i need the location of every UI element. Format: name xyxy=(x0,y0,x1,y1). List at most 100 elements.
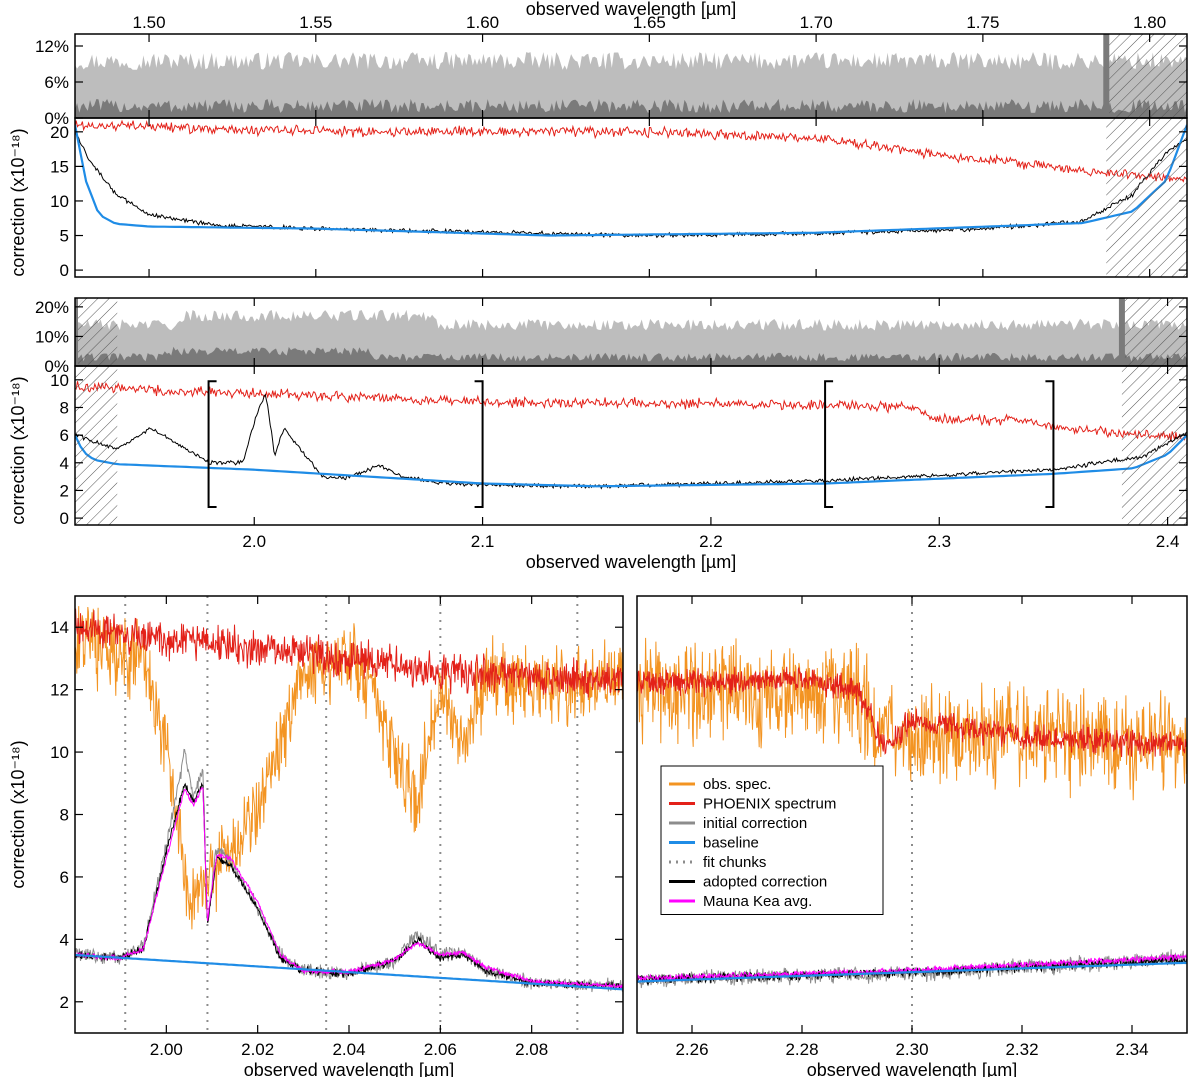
zoom-bracket-right xyxy=(474,380,484,509)
masked-region xyxy=(75,298,118,366)
y-tick-label: 2 xyxy=(60,481,69,500)
legend-label: baseline xyxy=(703,835,759,852)
zoom-bracket-right xyxy=(1045,380,1055,509)
series-phoenix-spectrum xyxy=(75,119,1187,183)
x-tick-label-top: 1.70 xyxy=(800,13,833,32)
x-tick-label: 2.0 xyxy=(242,532,266,551)
series-baseline xyxy=(637,961,1187,983)
series-adopted-correction xyxy=(75,393,1187,490)
y-tick-label: 0 xyxy=(60,261,69,280)
masked-region xyxy=(1106,34,1187,118)
x-tick-label-top: 1.80 xyxy=(1133,13,1166,32)
x-axis-title: observed wavelength [µm] xyxy=(807,1060,1017,1077)
y-tick-label: 6 xyxy=(60,426,69,445)
x-tick-label: 2.32 xyxy=(1005,1040,1038,1059)
masked-region xyxy=(1106,118,1187,277)
masked-region xyxy=(75,366,118,525)
series-obs-spec- xyxy=(75,606,623,930)
y-tick-label: 15 xyxy=(50,157,69,176)
x-tick-label: 2.4 xyxy=(1156,532,1180,551)
series-adopted-correction xyxy=(75,781,623,991)
y-tick-label: 6% xyxy=(44,73,69,92)
y-tick-label: 12 xyxy=(50,681,69,700)
H-correction-plot xyxy=(75,118,1187,277)
y-tick-label: 4 xyxy=(60,930,69,949)
K-zoom-left-plot xyxy=(75,596,623,1033)
y-tick-label: 12% xyxy=(35,37,69,56)
y-tick-label: 8 xyxy=(60,806,69,825)
series-initial-correction xyxy=(637,949,1187,989)
x-tick-label: 2.06 xyxy=(424,1040,457,1059)
masked-region xyxy=(1121,366,1187,525)
noise-residual-area xyxy=(75,98,1187,118)
mask-edge-bar xyxy=(75,298,78,366)
y-tick-label: 4 xyxy=(60,454,69,473)
legend-label: adopted correction xyxy=(703,874,827,891)
noise-residual-area xyxy=(75,346,1187,366)
series-phoenix-spectrum xyxy=(75,381,1187,442)
K-noise-plot xyxy=(75,298,1187,366)
x-tick-label: 2.28 xyxy=(785,1040,818,1059)
x-tick-label: 2.34 xyxy=(1115,1040,1148,1059)
series-initial-correction xyxy=(75,748,623,993)
top-axis-title: observed wavelength [µm] xyxy=(526,0,736,19)
x-tick-label: 2.00 xyxy=(150,1040,183,1059)
y-tick-label: 10% xyxy=(35,327,69,346)
y-tick-label: 2 xyxy=(60,993,69,1012)
x-tick-label: 2.2 xyxy=(699,532,723,551)
zoom-bracket-left xyxy=(824,380,834,509)
y-tick-label: 20% xyxy=(35,298,69,317)
x-tick-label-top: 1.50 xyxy=(132,13,165,32)
y-axis-title: correction (x10⁻¹⁸) xyxy=(8,740,28,888)
x-tick-label-top: 1.65 xyxy=(633,13,666,32)
y-tick-label: 5 xyxy=(60,227,69,246)
legend-label: fit chunks xyxy=(703,854,766,871)
y-tick-label: 10 xyxy=(50,192,69,211)
series-adopted-correction xyxy=(75,132,1187,239)
x-tick-label-top: 1.75 xyxy=(966,13,999,32)
zoom-bracket-left xyxy=(207,380,217,509)
y-tick-label: 0% xyxy=(44,109,69,128)
legend-label: initial correction xyxy=(703,815,807,832)
x-tick-label: 2.02 xyxy=(241,1040,274,1059)
x-tick-label-top: 1.60 xyxy=(466,13,499,32)
series-baseline xyxy=(75,953,623,991)
x-tick-label: 2.26 xyxy=(675,1040,708,1059)
x-tick-label: 2.3 xyxy=(927,532,951,551)
x-tick-label: 2.30 xyxy=(895,1040,928,1059)
x-tick-label: 2.08 xyxy=(515,1040,548,1059)
series-phoenix-spectrum xyxy=(75,608,623,698)
legend-label: Mauna Kea avg. xyxy=(703,893,812,910)
y-tick-label: 14 xyxy=(50,618,69,637)
x-tick-label: 2.04 xyxy=(332,1040,365,1059)
y-tick-label: 6 xyxy=(60,868,69,887)
legend-box xyxy=(660,765,884,915)
x-axis-title: observed wavelength [µm] xyxy=(526,552,736,572)
K-correction-plot xyxy=(75,366,1187,525)
series-baseline xyxy=(75,124,1187,237)
y-tick-label: 10 xyxy=(50,371,69,390)
H-correction-frame xyxy=(74,117,1188,278)
mask-edge-bar xyxy=(1103,34,1110,118)
y-tick-label: 20 xyxy=(50,123,69,142)
K-correction-frame xyxy=(74,365,1188,526)
y-tick-label: 0 xyxy=(60,509,69,528)
series-obs-spec- xyxy=(637,637,1187,801)
series-phoenix-spectrum xyxy=(637,666,1187,758)
y-tick-label: 0% xyxy=(44,357,69,376)
mask-edge-bar xyxy=(1118,298,1125,366)
H-noise-plot xyxy=(75,34,1187,118)
legend-label: PHOENIX spectrum xyxy=(703,796,836,813)
K-zoom-right-plot xyxy=(637,596,1187,1033)
y-axis-title: correction (x10⁻¹⁸) xyxy=(8,128,28,276)
masked-region xyxy=(1121,298,1187,366)
y-tick-label: 8 xyxy=(60,398,69,417)
legend-label: obs. spec. xyxy=(703,776,771,793)
y-axis-title: correction (x10⁻¹⁸) xyxy=(8,376,28,524)
x-tick-label: 2.1 xyxy=(471,532,495,551)
x-axis-title: observed wavelength [µm] xyxy=(244,1060,454,1077)
series-mauna-kea-avg- xyxy=(75,787,623,990)
series-baseline xyxy=(75,434,1187,488)
y-tick-label: 10 xyxy=(50,743,69,762)
